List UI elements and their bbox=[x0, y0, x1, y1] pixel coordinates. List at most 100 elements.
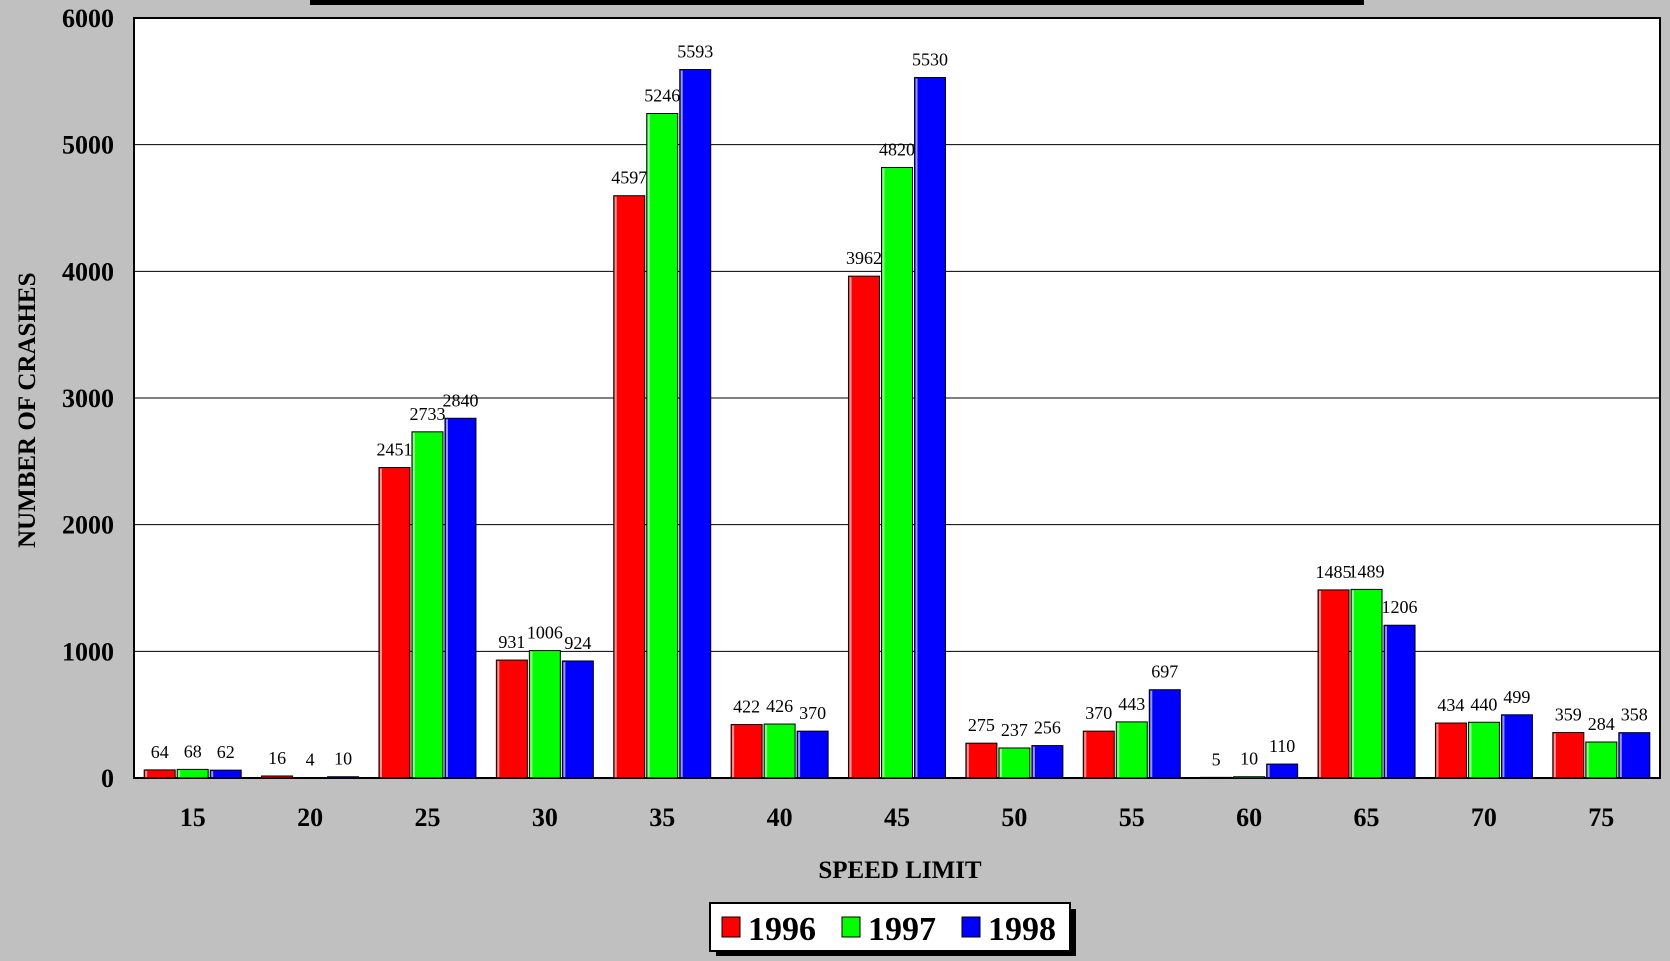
bar-1997-55 bbox=[1115, 721, 1148, 779]
bar-1997-70 bbox=[1467, 721, 1500, 779]
bar-highlight bbox=[211, 771, 214, 777]
y-tick-label: 3000 bbox=[62, 384, 114, 413]
bar-1996-35 bbox=[613, 195, 646, 779]
bar-1996-50 bbox=[965, 742, 998, 779]
bar-highlight bbox=[412, 432, 415, 777]
data-label: 1206 bbox=[1382, 597, 1418, 617]
legend-box bbox=[709, 902, 1071, 952]
bar-1997-15 bbox=[176, 768, 209, 779]
bar-highlight bbox=[1586, 743, 1589, 777]
y-tick-label: 6000 bbox=[62, 4, 114, 33]
bar-highlight bbox=[999, 748, 1002, 777]
bar-1998-55 bbox=[1148, 689, 1181, 779]
bar-highlight bbox=[680, 70, 683, 777]
y-tick-label: 0 bbox=[101, 764, 114, 793]
bar-1998-25 bbox=[444, 417, 477, 779]
bar-highlight bbox=[379, 468, 382, 777]
x-tick-label: 35 bbox=[649, 803, 675, 832]
data-label: 256 bbox=[1034, 718, 1061, 738]
data-label: 5246 bbox=[644, 86, 680, 106]
bar-highlight bbox=[1084, 732, 1087, 777]
data-label: 2733 bbox=[409, 404, 445, 424]
data-label: 2451 bbox=[376, 440, 412, 460]
data-label: 275 bbox=[968, 715, 995, 735]
bar-highlight bbox=[1150, 690, 1153, 777]
bar-highlight bbox=[530, 651, 533, 777]
data-label: 422 bbox=[733, 697, 760, 717]
data-label: 359 bbox=[1555, 705, 1582, 725]
bar-highlight bbox=[145, 770, 148, 777]
bar-highlight bbox=[882, 168, 885, 777]
bar-highlight bbox=[445, 419, 448, 777]
y-tick-label: 1000 bbox=[62, 637, 114, 666]
bar-1997-75 bbox=[1585, 741, 1618, 779]
bar-1998-60 bbox=[1266, 763, 1299, 779]
bar-1996-15 bbox=[143, 769, 176, 779]
x-axis-ticks: 15 20 25 30 35 40 45 50 55 60 65 70 75 bbox=[180, 803, 1615, 832]
legend-label-1996: 1996 bbox=[748, 911, 816, 948]
legend-swatch-1998 bbox=[961, 916, 981, 938]
legend-label-1997: 1997 bbox=[868, 911, 936, 948]
x-tick-label: 45 bbox=[884, 803, 910, 832]
data-label: 10 bbox=[1240, 749, 1258, 769]
data-label: 5593 bbox=[677, 42, 713, 62]
data-label: 697 bbox=[1151, 662, 1178, 682]
data-label: 1489 bbox=[1349, 561, 1385, 581]
y-axis-ticks: 0 1000 2000 3000 4000 5000 6000 bbox=[62, 4, 114, 793]
bar-1998-75 bbox=[1618, 732, 1651, 779]
bar-highlight bbox=[614, 196, 617, 778]
bar-1996-65 bbox=[1317, 589, 1350, 779]
bar-highlight bbox=[1267, 765, 1270, 777]
bar-1998-65 bbox=[1383, 624, 1416, 779]
bar-1997-40 bbox=[763, 723, 796, 779]
data-label: 10 bbox=[334, 749, 352, 769]
data-label: 434 bbox=[1437, 695, 1464, 715]
x-tick-label: 50 bbox=[1001, 803, 1027, 832]
data-label: 931 bbox=[498, 632, 525, 652]
y-axis-title-clip: NUMBER OF CRASHES bbox=[14, 273, 38, 549]
data-label: 284 bbox=[1588, 714, 1615, 734]
data-label: 1485 bbox=[1316, 562, 1352, 582]
bar-highlight bbox=[1352, 590, 1355, 777]
x-tick-label: 70 bbox=[1471, 803, 1497, 832]
bar-highlight bbox=[732, 725, 735, 777]
data-label: 370 bbox=[799, 703, 826, 723]
bar-1998-30 bbox=[561, 660, 594, 779]
data-label: 440 bbox=[1470, 694, 1497, 714]
data-label: 358 bbox=[1621, 705, 1648, 725]
bar-highlight bbox=[1385, 626, 1388, 777]
bar-highlight bbox=[1117, 722, 1120, 777]
bar-highlight bbox=[1553, 733, 1556, 777]
x-axis-title: SPEED LIMIT bbox=[818, 857, 982, 884]
bar-1998-35 bbox=[679, 69, 712, 779]
data-label: 4597 bbox=[611, 168, 647, 188]
bar-highlight bbox=[966, 744, 969, 777]
data-label: 370 bbox=[1085, 703, 1112, 723]
data-label: 499 bbox=[1503, 687, 1530, 707]
legend-swatch-1997 bbox=[841, 916, 861, 938]
data-label: 5530 bbox=[912, 50, 948, 70]
x-tick-label: 25 bbox=[414, 803, 440, 832]
bar-1998-15 bbox=[209, 769, 242, 779]
y-tick-label: 4000 bbox=[62, 257, 114, 286]
x-tick-label: 60 bbox=[1236, 803, 1262, 832]
x-tick-label: 75 bbox=[1588, 803, 1614, 832]
bar-highlight bbox=[1436, 724, 1439, 777]
bar-1998-45 bbox=[914, 77, 946, 779]
bar-1996-70 bbox=[1434, 722, 1467, 779]
bar-highlight bbox=[798, 732, 801, 777]
title-bar-remnant bbox=[310, 0, 1364, 5]
legend: 1996 1997 1998 bbox=[709, 902, 1076, 957]
bar-1996-30 bbox=[495, 659, 528, 779]
x-tick-label: 55 bbox=[1119, 803, 1145, 832]
bar-highlight bbox=[849, 277, 852, 777]
legend-swatch-1996 bbox=[721, 916, 741, 938]
y-tick-label: 2000 bbox=[62, 511, 114, 540]
bar-1998-50 bbox=[1031, 745, 1064, 779]
bar-1996-75 bbox=[1552, 732, 1585, 779]
bars-group bbox=[143, 69, 1651, 779]
bar-highlight bbox=[1469, 723, 1472, 777]
bar-1996-55 bbox=[1082, 730, 1115, 779]
data-label: 110 bbox=[1269, 736, 1295, 756]
